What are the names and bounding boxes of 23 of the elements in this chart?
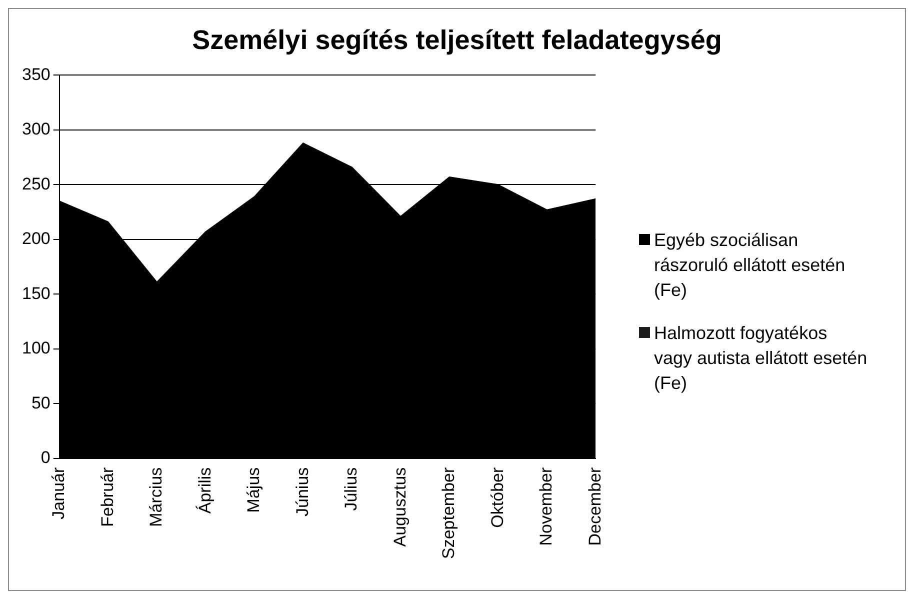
x-tick-label: Szeptember [439,467,458,560]
legend-label: Egyéb szociálisan rászoruló ellátott esetén (Fe) [654,229,846,302]
y-tick-label: 350 [22,64,50,84]
y-tick-label: 250 [22,174,50,194]
x-tick-label: Október [488,467,507,528]
x-tick-label: Február [98,467,117,527]
x-tick-label: Április [195,467,214,514]
x-tick-label: Július [342,467,361,511]
x-tick-label: Május [244,467,264,513]
x-tick-label: Június [292,467,312,516]
y-tick-label: 200 [22,229,50,248]
y-tick-label: 100 [22,338,50,358]
x-tick-label: December [585,467,604,546]
x-tick-label: Március [146,467,166,527]
y-tick-label: 150 [22,284,50,303]
x-tick-label: Január [49,467,68,520]
y-tick-label: 300 [22,120,50,139]
x-tick-label: November [536,467,556,546]
legend-label: Halmozott fogyatékos vagy autista ellátott esetén (Fe) [654,322,868,395]
chart-title: Személyi segítés teljesített feladategység [191,25,723,56]
x-tick-label: Augusztus [390,467,410,547]
y-tick-label: 50 [31,393,50,412]
y-tick-label: 0 [40,448,50,468]
